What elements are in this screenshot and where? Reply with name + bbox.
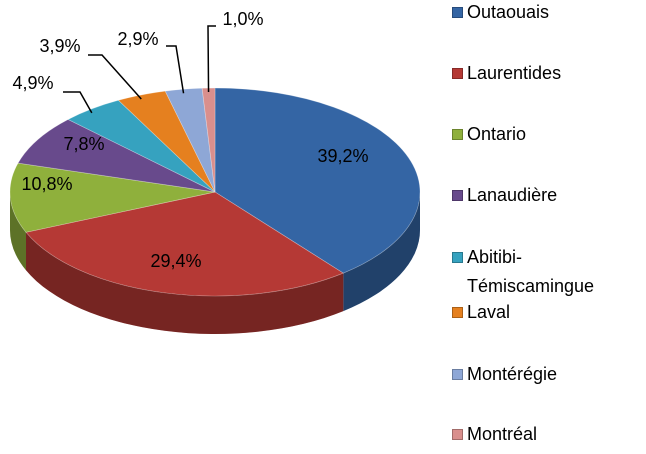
- legend-label: Outaouais: [467, 2, 550, 22]
- slice: [117, 90, 216, 193]
- data-label: 4,9%: [12, 73, 53, 93]
- slice-side-shade: [10, 192, 27, 271]
- legend-item: Lanaudière: [452, 181, 628, 210]
- pie-area: 39,2% 29,4% 10,8% 7,8% 4,9% 3,9% 2,9% 1,0%: [9, 9, 421, 335]
- legend-item: Outaouais: [452, 0, 628, 27]
- legend-label: Abitibi-Témiscamingue: [467, 247, 595, 296]
- legend-swatch: [452, 252, 463, 263]
- legend-swatch: [452, 190, 463, 201]
- data-label: 39,2%: [317, 146, 368, 166]
- legend-swatch: [452, 429, 463, 440]
- leader-line: [88, 54, 142, 100]
- slice: [25, 191, 345, 297]
- slice: [9, 162, 216, 233]
- legend-item: Laurentides: [452, 59, 628, 88]
- legend-item: Montérégie: [452, 360, 628, 389]
- slice: [67, 99, 216, 193]
- data-label: 7,8%: [63, 134, 104, 154]
- legend-item: Laval: [452, 298, 628, 327]
- legend-label: Laurentides: [467, 63, 562, 83]
- slice: [214, 87, 421, 274]
- legend-item: Montréal: [452, 420, 628, 449]
- slice-side-shade: [26, 232, 344, 335]
- slice: [17, 119, 216, 193]
- legend-item: Ontario: [452, 120, 628, 149]
- legend-swatch: [452, 307, 463, 318]
- legend-label: Montérégie: [467, 364, 558, 384]
- data-label: 1,0%: [222, 9, 263, 29]
- data-label: 3,9%: [39, 36, 80, 56]
- legend-swatch: [452, 129, 463, 140]
- legend-label: Ontario: [467, 124, 527, 144]
- legend-swatch: [452, 68, 463, 79]
- legend-item: Abitibi-Témiscamingue: [452, 243, 628, 301]
- legend-label: Lanaudière: [467, 185, 558, 205]
- data-label: 2,9%: [117, 29, 158, 49]
- slice-side: [26, 232, 344, 335]
- legend-swatch: [452, 369, 463, 380]
- slice-side: [343, 192, 420, 312]
- data-label: 10,8%: [21, 174, 72, 194]
- data-label: 29,4%: [150, 251, 201, 271]
- legend-label: Montréal: [467, 424, 538, 444]
- legend-label: Laval: [467, 302, 511, 322]
- leader-line: [207, 25, 216, 93]
- slice-side-shade: [343, 192, 420, 312]
- legend-swatch: [452, 7, 463, 18]
- leader-line: [166, 45, 185, 94]
- leader-line: [63, 91, 93, 114]
- slice-side: [10, 192, 27, 271]
